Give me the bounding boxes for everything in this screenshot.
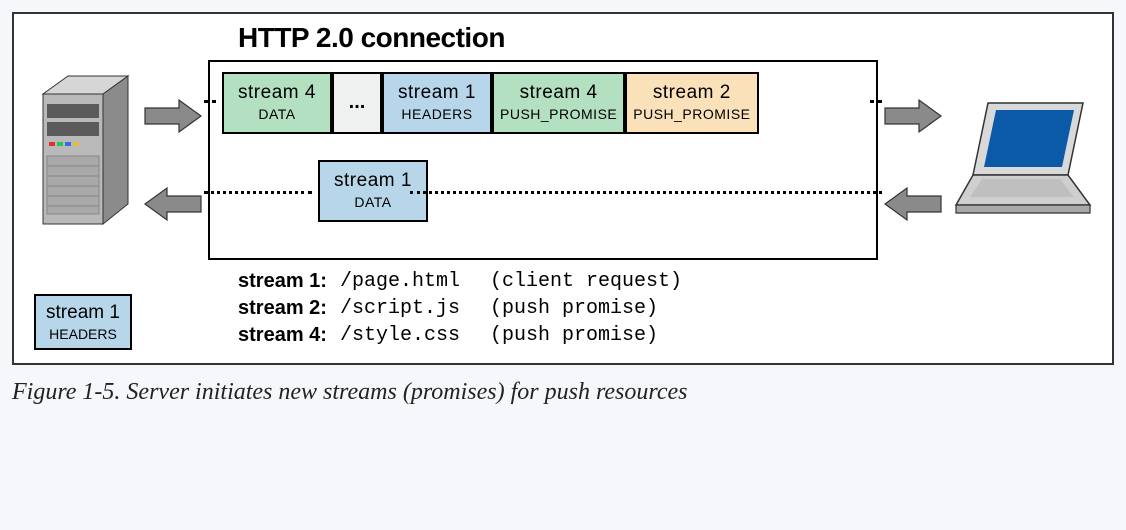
dotted-connector: [204, 100, 216, 103]
server-icon: [33, 64, 133, 234]
frame-type-label: DATA: [258, 106, 295, 122]
legend-note: (client request): [490, 268, 682, 295]
legend-path: /style.css: [340, 322, 480, 349]
figure-caption-text: Server initiates new streams (promises) …: [126, 379, 687, 405]
laptop-column: [948, 60, 1098, 260]
frame-type-label: DATA: [354, 194, 391, 210]
connection-box: stream 4 DATA ... stream 1 HEADERS strea…: [208, 60, 878, 260]
server-column: [28, 60, 138, 260]
top-frames-row: stream 4 DATA ... stream 1 HEADERS strea…: [222, 72, 868, 134]
frame-stream4-data: stream 4 DATA: [222, 72, 332, 134]
frame-stream-label: stream 2: [653, 82, 731, 104]
legend-note: (push promise): [490, 322, 658, 349]
frame-stream-label: stream 1: [46, 302, 120, 324]
arrows-left: [138, 60, 208, 260]
figure-number: Figure 1-5.: [12, 379, 120, 405]
diagram-row: stream 4 DATA ... stream 1 HEADERS strea…: [28, 60, 1098, 260]
legend-label: stream 4:: [238, 322, 330, 349]
dotted-connector: [410, 191, 882, 194]
frame-stream-label: stream 4: [238, 82, 316, 104]
legend-label: stream 2:: [238, 295, 330, 322]
legend-note: (push promise): [490, 295, 658, 322]
legend-label: stream 1:: [238, 268, 330, 295]
frame-type-label: PUSH_PROMISE: [633, 106, 750, 122]
frame-stream2-pushpromise: stream 2 PUSH_PROMISE: [625, 72, 758, 134]
legend-row: stream 1: /page.html (client request): [238, 268, 1098, 295]
figure-container: HTTP 2.0 connection: [12, 12, 1114, 365]
frame-stream4-pushpromise: stream 4 PUSH_PROMISE: [492, 72, 625, 134]
arrow-right-icon: [881, 96, 945, 136]
server-outgoing-frame: stream 1 HEADERS: [34, 288, 132, 350]
frame-stream-label: stream 4: [520, 82, 598, 104]
frame-stream-label: stream 1: [334, 170, 412, 192]
laptop-icon: [948, 95, 1098, 225]
legend-path: /script.js: [340, 295, 480, 322]
frame-stream-label: stream 1: [398, 82, 476, 104]
arrow-left-icon: [141, 184, 205, 224]
figure-caption: Figure 1-5. Server initiates new streams…: [12, 379, 1114, 406]
legend-path: /page.html: [340, 268, 480, 295]
connection-title: HTTP 2.0 connection: [238, 22, 1098, 54]
legend-row: stream 2: /script.js (push promise): [238, 295, 1098, 322]
arrow-right-icon: [141, 96, 205, 136]
frame-type-label: HEADERS: [49, 326, 117, 342]
frame-type-label: PUSH_PROMISE: [500, 106, 617, 122]
stream-legend: stream 1: /page.html (client request) st…: [238, 268, 1098, 349]
arrow-left-icon: [881, 184, 945, 224]
frame-type-label: HEADERS: [401, 106, 472, 122]
arrows-right: [878, 60, 948, 260]
ellipsis-label: ...: [349, 91, 366, 114]
legend-row: stream 4: /style.css (push promise): [238, 322, 1098, 349]
frame-ellipsis: ...: [332, 72, 382, 134]
frame-stream1-headers: stream 1 HEADERS: [382, 72, 492, 134]
